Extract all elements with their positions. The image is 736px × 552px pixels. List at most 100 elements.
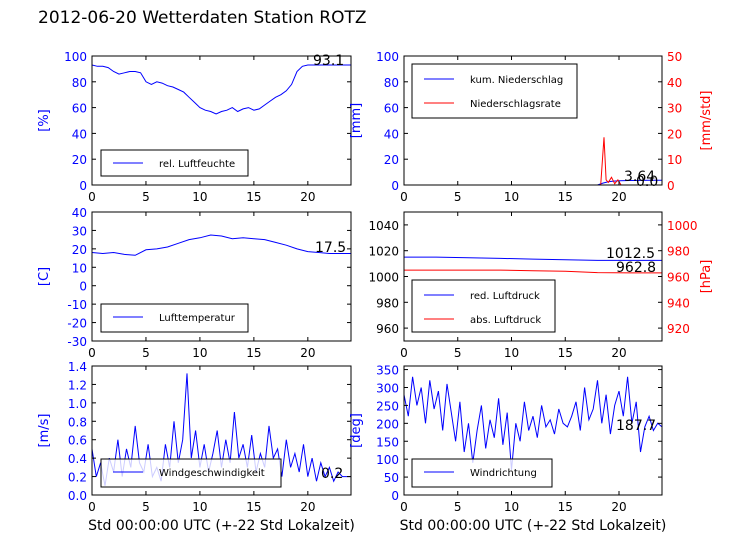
y-tick-label: 0.0 <box>68 489 87 503</box>
panel-6 <box>403 365 663 496</box>
y-tick-label: 0.4 <box>68 452 87 466</box>
y-tick-label: 150 <box>376 435 399 449</box>
y-axis-label: [mm] <box>349 103 364 138</box>
y-right-tick-label: 920 <box>667 322 690 336</box>
y-tick-label: 1.0 <box>68 397 87 411</box>
x-tick-label: 10 <box>504 500 519 514</box>
axes-frame <box>91 365 352 496</box>
y-tick-label: 200 <box>376 417 399 431</box>
legend-box <box>100 303 249 333</box>
x-tick-label: 5 <box>454 346 462 360</box>
x-tick-label: 15 <box>246 190 261 204</box>
x-tick-label: 5 <box>142 346 150 360</box>
y-tick-label: 980 <box>376 296 399 310</box>
current-value-label: 0.0 <box>636 174 658 190</box>
x-tick-label: 0 <box>400 500 408 514</box>
series-line-2 <box>404 269 662 274</box>
y-tick-label: 300 <box>376 382 399 396</box>
panel-4 <box>403 211 663 342</box>
panel-2 <box>403 55 663 186</box>
y-tick-label: 0.6 <box>68 434 87 448</box>
current-value-label: 93.1 <box>313 53 344 69</box>
y-tick-label: 20 <box>72 153 87 167</box>
y-axis-label: [m/s] <box>37 414 52 448</box>
y-tick-label: 50 <box>384 471 399 485</box>
current-value-label: 1012.5 <box>606 246 655 262</box>
y-right-tick-label: 10 <box>667 153 682 167</box>
y-tick-label: -10 <box>67 298 87 312</box>
series-line-1 <box>403 376 663 470</box>
y-right-tick-label: 40 <box>667 76 682 90</box>
y-tick-label: 100 <box>376 453 399 467</box>
legend-box <box>411 458 553 488</box>
panel-5 <box>91 365 352 496</box>
current-value-label: 0.2 <box>321 466 343 482</box>
y-tick-label: 30 <box>72 224 87 238</box>
x-tick-label: 0 <box>400 346 408 360</box>
legend-label: Lufttemperatur <box>159 313 236 324</box>
y-tick-label: 0.2 <box>68 471 87 485</box>
x-tick-label: 0 <box>88 500 96 514</box>
x-tick-label: 20 <box>611 190 626 204</box>
y-tick-label: 1000 <box>368 271 399 285</box>
x-tick-label: 10 <box>192 346 207 360</box>
y-tick-label: 0 <box>391 179 399 193</box>
y-tick-label: -20 <box>67 317 87 331</box>
x-tick-label: 0 <box>88 346 96 360</box>
y-tick-label: 0 <box>79 280 87 294</box>
axes-frame <box>91 55 352 186</box>
x-tick-label: 10 <box>504 346 519 360</box>
panel-1 <box>91 55 352 186</box>
x-tick-label: 5 <box>454 500 462 514</box>
y-tick-label: 960 <box>376 322 399 336</box>
y-right-tick-label: 20 <box>667 127 682 141</box>
y-tick-label: 20 <box>72 243 87 257</box>
x-tick-label: 15 <box>246 346 261 360</box>
y-right-axis-label: [mm/std] <box>699 91 714 151</box>
x-tick-label: 5 <box>142 500 150 514</box>
y-tick-label: -30 <box>67 335 87 349</box>
y-axis-label: [%] <box>37 109 52 132</box>
x-tick-label: 15 <box>558 500 573 514</box>
y-tick-label: 80 <box>72 76 87 90</box>
y-tick-label: 100 <box>376 50 399 64</box>
axes-frame <box>403 365 663 496</box>
x-tick-label: 5 <box>454 190 462 204</box>
y-tick-label: 1.4 <box>68 360 87 374</box>
x-axis-label: Std 00:00:00 UTC (+-22 Std Lokalzeit) <box>88 518 355 534</box>
x-tick-label: 15 <box>558 190 573 204</box>
y-axis-label: [deg] <box>349 413 364 448</box>
x-tick-label: 15 <box>558 346 573 360</box>
y-tick-label: 1020 <box>368 245 399 259</box>
legend-label: kum. Niederschlag <box>470 75 563 86</box>
current-value-label: 962.8 <box>616 260 656 276</box>
y-tick-label: 40 <box>72 206 87 220</box>
panel-3 <box>91 211 352 342</box>
series-line-1 <box>404 179 662 186</box>
y-right-tick-label: 940 <box>667 296 690 310</box>
legend-label: Windrichtung <box>470 468 537 479</box>
y-tick-label: 100 <box>64 50 87 64</box>
series-line-1 <box>91 64 351 115</box>
y-axis-label: [C] <box>37 267 52 286</box>
y-right-tick-label: 50 <box>667 50 682 64</box>
y-right-tick-label: 30 <box>667 102 682 116</box>
current-value-label: 187.7 <box>616 418 656 434</box>
y-tick-label: 40 <box>384 127 399 141</box>
x-tick-label: 20 <box>300 190 315 204</box>
x-tick-label: 0 <box>400 190 408 204</box>
y-right-tick-label: 980 <box>667 245 690 259</box>
y-tick-label: 0.8 <box>68 415 87 429</box>
y-tick-label: 10 <box>72 261 87 275</box>
legend-box <box>100 458 282 488</box>
x-tick-label: 0 <box>88 190 96 204</box>
legend-label: Niederschlagsrate <box>470 99 561 110</box>
x-tick-label: 10 <box>504 190 519 204</box>
y-tick-label: 20 <box>384 153 399 167</box>
series-line-1 <box>404 256 662 261</box>
y-tick-label: 40 <box>72 127 87 141</box>
legend-label: red. Luftdruck <box>470 291 540 302</box>
legend-box <box>411 279 556 333</box>
y-tick-label: 0 <box>391 489 399 503</box>
y-tick-label: 250 <box>376 399 399 413</box>
